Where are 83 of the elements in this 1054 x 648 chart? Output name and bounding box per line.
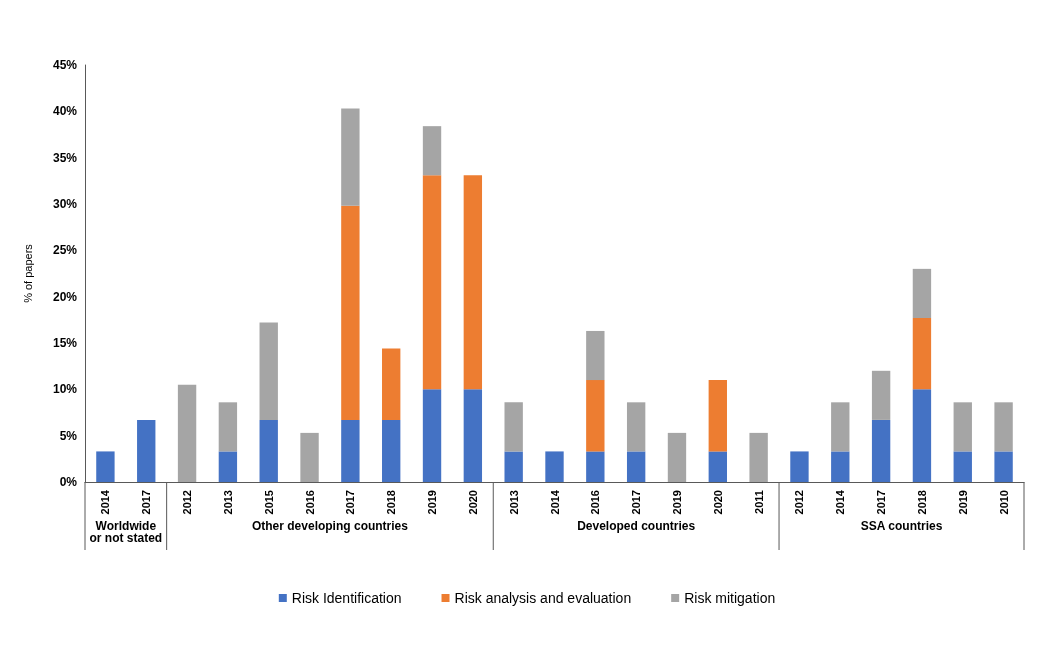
x-tick-label: 2017 xyxy=(875,490,888,515)
bar xyxy=(586,330,605,381)
x-tick-label: 2010 xyxy=(997,490,1010,515)
bar xyxy=(667,432,687,482)
y-tick-label: 25% xyxy=(52,243,78,258)
bar xyxy=(463,389,483,482)
x-tick-label: 2014 xyxy=(99,489,112,515)
bar xyxy=(422,175,442,390)
x-tick-label: 2019 xyxy=(670,490,683,515)
bar xyxy=(871,370,891,420)
x-tick-label: 2013 xyxy=(221,490,234,515)
bar xyxy=(912,268,932,318)
bar xyxy=(504,402,523,452)
bar xyxy=(341,108,360,206)
x-tick-label: 2018 xyxy=(385,490,398,515)
bar xyxy=(790,451,809,482)
bar xyxy=(96,451,115,482)
bar xyxy=(259,322,278,420)
bar xyxy=(218,402,238,452)
bar xyxy=(586,380,605,452)
text: SSA countries xyxy=(860,519,943,533)
x-tick-label: 2017 xyxy=(344,490,357,515)
y-tick-label: 15% xyxy=(52,336,78,350)
x-tick-label: 2012 xyxy=(181,490,194,515)
legend-label: Risk mitigation xyxy=(684,590,776,606)
x-tick-label: 2017 xyxy=(630,490,643,515)
bar xyxy=(953,451,972,482)
bar xyxy=(626,402,646,452)
x-tick-label: 2014 xyxy=(548,489,561,515)
y-tick-label: 5% xyxy=(59,428,78,443)
bar xyxy=(994,402,1013,452)
bar xyxy=(382,348,401,420)
bar xyxy=(831,451,850,482)
bar xyxy=(422,389,442,482)
y-tick-label: 45% xyxy=(52,58,78,72)
y-tick-label: 10% xyxy=(52,382,78,397)
x-tick-label: 2013 xyxy=(507,490,520,515)
y-tick-label: 30% xyxy=(52,197,78,211)
legend-label: Risk Identification xyxy=(291,590,402,606)
text: Other developing countries xyxy=(251,519,409,533)
bar xyxy=(994,451,1013,482)
bar xyxy=(259,419,278,482)
bar xyxy=(831,402,850,452)
bar xyxy=(871,419,891,482)
bar xyxy=(177,384,197,482)
text: Worldwide or not stated xyxy=(89,519,163,545)
legend-label: Risk analysis and evaluation xyxy=(454,590,632,606)
bar xyxy=(708,380,727,452)
bar xyxy=(341,205,360,420)
bar xyxy=(463,175,483,390)
x-tick-label: 2017 xyxy=(140,490,153,515)
x-tick-label: 2016 xyxy=(303,490,316,515)
x-tick-label: 2016 xyxy=(589,490,602,515)
y-tick-label: 20% xyxy=(52,289,78,304)
bar xyxy=(300,432,319,482)
bar xyxy=(504,451,523,482)
y-tick-label: 35% xyxy=(52,150,78,165)
y-tick-label: 40% xyxy=(52,104,78,119)
bar xyxy=(382,419,401,482)
x-tick-label: 2019 xyxy=(956,490,969,515)
x-tick-label: 2014 xyxy=(834,489,847,515)
bar xyxy=(953,402,972,452)
bar xyxy=(137,419,156,482)
y-axis-title: % of papers xyxy=(21,243,34,303)
x-tick-label: 2020 xyxy=(466,490,479,515)
bar xyxy=(626,451,646,482)
x-tick-label: 2019 xyxy=(426,490,439,515)
bar xyxy=(545,451,564,482)
x-tick-label: 2011 xyxy=(752,490,765,514)
bar xyxy=(749,432,768,482)
x-tick-label: 2020 xyxy=(711,490,724,515)
y-tick-label: 0% xyxy=(59,475,78,489)
bar xyxy=(422,126,442,176)
bar xyxy=(912,389,932,482)
x-tick-label: 2018 xyxy=(915,490,928,515)
bar xyxy=(912,317,932,390)
bar xyxy=(341,419,360,482)
x-tick-label: 2012 xyxy=(793,490,806,515)
bar xyxy=(708,451,727,482)
x-tick-label: 2015 xyxy=(262,490,275,515)
bar xyxy=(586,451,605,482)
bar xyxy=(218,451,238,482)
text: Developed countries xyxy=(577,519,696,533)
